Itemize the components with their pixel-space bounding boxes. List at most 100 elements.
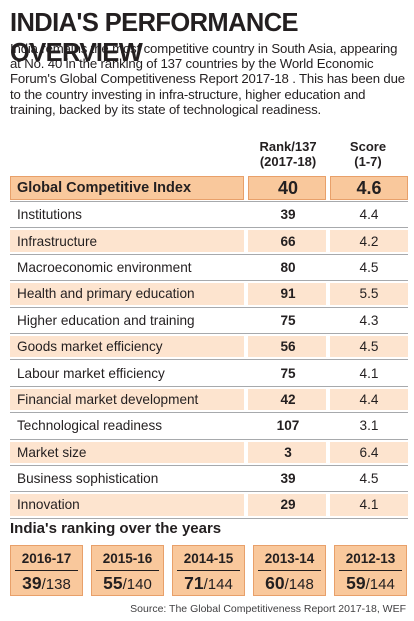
row-shading <box>10 283 244 305</box>
table-row: Financial market development 42 4.4 <box>10 387 408 414</box>
row-label: Health and primary education <box>17 286 195 302</box>
row-label: Business sophistication <box>17 471 159 487</box>
year-label: 2014-15 <box>183 551 234 566</box>
score-value: 4.5 <box>359 259 379 275</box>
table-row: Goods market efficiency 56 4.5 <box>10 334 408 361</box>
rank-value: 107 <box>276 418 300 434</box>
year-divider <box>177 570 240 571</box>
score-value: 4.1 <box>359 497 379 513</box>
row-shading <box>248 494 326 516</box>
table-row: Institutions 39 4.4 <box>10 202 408 229</box>
year-ranking-box: 2012-13 59/144 <box>334 545 407 596</box>
rank-value: 56 <box>280 339 296 355</box>
score-value: 6.4 <box>359 444 379 460</box>
row-shading <box>10 335 244 358</box>
score-value: 4.5 <box>359 339 379 355</box>
row-shading <box>330 230 408 252</box>
table-row: Technological readiness 107 3.1 <box>10 413 408 440</box>
year-divider <box>96 570 159 571</box>
table-row: Higher education and training 75 4.3 <box>10 308 408 334</box>
table-row: Infrastructure 66 4.2 <box>10 228 408 255</box>
row-label: Goods market efficiency <box>17 339 163 355</box>
rank-column-header: Rank/137 (2017-18) <box>248 139 328 169</box>
rank-header-line1: Rank/137 <box>259 139 317 154</box>
row-label: Innovation <box>17 497 80 513</box>
row-shading <box>248 176 326 200</box>
row-shading <box>10 176 244 200</box>
year-divider <box>339 570 402 571</box>
rank-value: 75 <box>280 365 296 381</box>
score-value: 4.4 <box>359 391 379 407</box>
rank-value: 39 <box>280 207 296 223</box>
rank-header-line2: (2017-18) <box>259 154 317 169</box>
rank-value: 29 <box>280 497 296 513</box>
row-label: Technological readiness <box>17 418 163 434</box>
year-rank: 60 <box>265 573 285 593</box>
score-value: 4.1 <box>359 365 379 381</box>
row-shading <box>248 230 326 252</box>
pillar-table: Global Competitive Index 40 4.6 Institution… <box>10 175 408 519</box>
year-rank-value: 71/144 <box>173 573 244 594</box>
score-column-header: Score (1-7) <box>328 139 408 169</box>
row-shading <box>330 441 408 463</box>
year-label: 2012-13 <box>345 551 396 566</box>
score-header-line2: (1-7) <box>354 154 382 169</box>
year-label: 2016-17 <box>21 551 72 566</box>
year-ranking-box: 2016-17 39/138 <box>10 545 83 596</box>
row-shading <box>330 176 408 200</box>
rank-value: 75 <box>280 312 296 328</box>
row-label: Market size <box>17 444 87 460</box>
row-shading <box>248 335 326 358</box>
score-value: 5.5 <box>359 286 379 302</box>
row-shading <box>10 494 244 516</box>
rank-value: 39 <box>280 471 296 487</box>
row-label: Higher education and training <box>17 312 195 328</box>
years-section-title: India's ranking over the years <box>10 520 222 537</box>
row-shading <box>10 230 244 252</box>
year-ranking-box: 2013-14 60/148 <box>253 545 326 596</box>
year-label: 2015-16 <box>102 551 153 566</box>
table-row: Macroeconomic environment 80 4.5 <box>10 255 408 282</box>
year-total: /144 <box>203 576 233 593</box>
table-row: Business sophistication 39 4.5 <box>10 466 408 493</box>
table-row: Innovation 29 4.1 <box>10 492 408 519</box>
year-rank-value: 55/140 <box>92 573 163 594</box>
row-label: Institutions <box>17 207 82 223</box>
page-title: INDIA'S PERFORMANCE OVERVIEW <box>10 9 299 67</box>
year-label: 2013-14 <box>264 551 315 566</box>
table-row: Health and primary education 91 5.5 <box>10 281 408 308</box>
score-value: 4.3 <box>359 312 379 328</box>
source-note: Source: The Global Competitiveness Repor… <box>130 603 406 615</box>
table-row: Market size 3 6.4 <box>10 440 408 466</box>
row-shading <box>248 388 326 411</box>
score-header-line1: Score <box>349 139 387 154</box>
year-divider <box>258 570 321 571</box>
year-rank: 55 <box>103 573 123 593</box>
score-value: 4.4 <box>359 207 379 223</box>
year-ranking-box: 2015-16 55/140 <box>91 545 164 596</box>
score-value: 4.2 <box>359 233 379 249</box>
gci-row: Global Competitive Index 40 4.6 <box>10 175 408 202</box>
row-label: Infrastructure <box>17 233 98 249</box>
row-shading <box>248 283 326 305</box>
year-total: /148 <box>284 576 314 593</box>
row-label: Global Competitive Index <box>17 180 192 196</box>
year-rank: 71 <box>184 573 204 593</box>
rank-value: 80 <box>280 259 296 275</box>
year-rank: 39 <box>22 573 42 593</box>
rank-value: 40 <box>277 177 299 198</box>
rank-value: 91 <box>280 286 296 302</box>
row-shading <box>10 441 244 463</box>
row-shading <box>248 441 326 463</box>
row-shading <box>330 335 408 358</box>
table-row: Labour market efficiency 75 4.1 <box>10 360 408 387</box>
intro-text: India remains the most competitive count… <box>10 41 405 117</box>
row-shading <box>330 283 408 305</box>
year-rank-value: 60/148 <box>254 573 325 594</box>
score-value: 3.1 <box>359 418 379 434</box>
year-total: /140 <box>122 576 152 593</box>
years-row: 2016-17 39/138 2015-16 55/140 2014-15 71/144 2… <box>10 545 408 599</box>
year-total: /144 <box>365 576 395 593</box>
row-label: Financial market development <box>17 391 199 407</box>
row-shading <box>10 388 244 411</box>
